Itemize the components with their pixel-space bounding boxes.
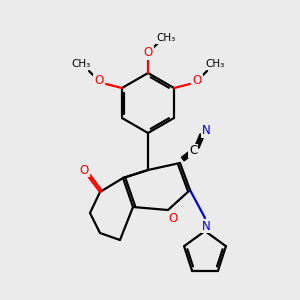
Text: O: O (80, 164, 88, 176)
Text: N: N (202, 124, 210, 137)
Text: O: O (94, 74, 103, 88)
Text: O: O (168, 212, 178, 226)
Text: O: O (192, 74, 202, 88)
Text: O: O (143, 46, 153, 59)
Text: C: C (189, 145, 197, 158)
Text: CH₃: CH₃ (71, 59, 91, 69)
Text: N: N (202, 220, 210, 232)
Text: CH₃: CH₃ (206, 59, 225, 69)
Text: CH₃: CH₃ (156, 33, 176, 43)
